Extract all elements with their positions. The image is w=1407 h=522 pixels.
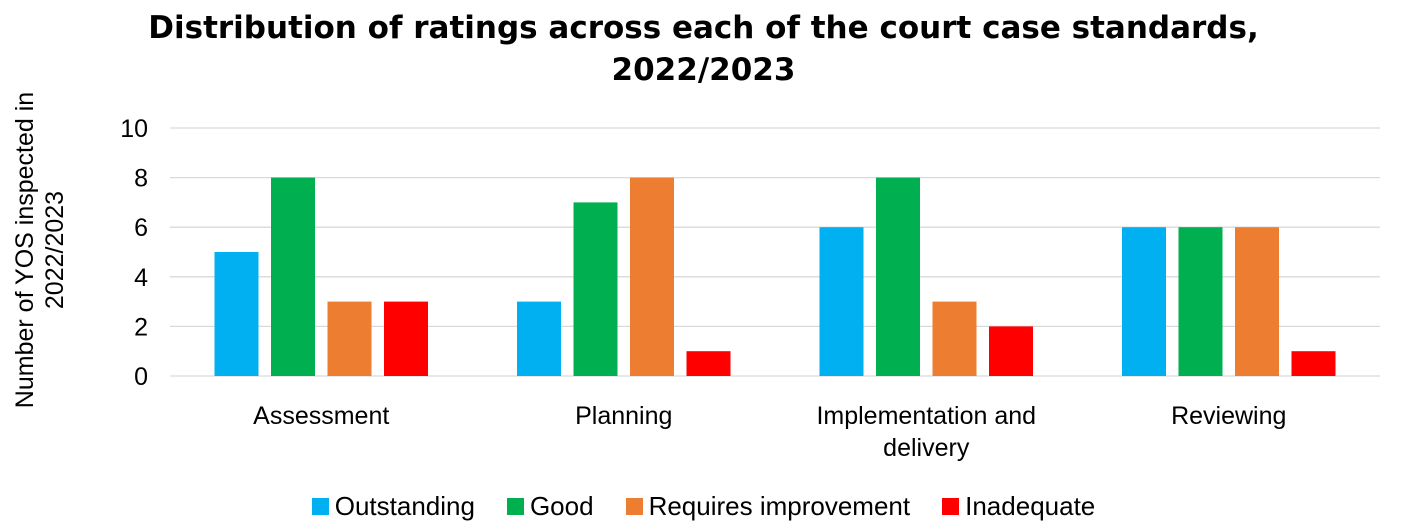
bar: [327, 301, 372, 376]
legend-swatch: [506, 497, 524, 515]
legend-label: Outstanding: [334, 490, 475, 521]
bar: [989, 326, 1033, 376]
bar: [876, 177, 920, 376]
y-tick-label: 8: [134, 165, 148, 193]
y-tick-label: 2: [134, 313, 148, 341]
x-tick-label: Implementation and: [816, 402, 1036, 430]
legend-item: Requires improvement: [625, 490, 911, 522]
bar: [932, 301, 977, 376]
legend-label: Good: [529, 490, 594, 521]
legend-swatch: [311, 497, 329, 515]
bar: [630, 177, 674, 376]
legend-label: Inadequate: [965, 490, 1096, 521]
legend-swatch: [625, 497, 643, 515]
bar: [271, 177, 315, 376]
bar: [384, 301, 428, 376]
legend: Outstanding Good Requires improvement Inade…: [0, 490, 1407, 522]
y-tick-label: 4: [134, 264, 148, 292]
bar: [819, 227, 864, 376]
x-tick-label: Reviewing: [1171, 402, 1286, 430]
chart-title-line-1: Distribution of ratings across each of t…: [148, 10, 1259, 46]
bar: [1235, 227, 1279, 376]
bar: [1178, 227, 1223, 376]
x-tick-label: Assessment: [253, 402, 389, 430]
bar: [214, 252, 259, 376]
legend-item: Good: [506, 490, 594, 522]
y-tick-label: 6: [134, 214, 148, 242]
legend-label: Requires improvement: [648, 490, 911, 521]
y-tick-label: 0: [134, 363, 148, 391]
bar: [686, 351, 731, 376]
bar: [517, 301, 561, 376]
x-tick-label: delivery: [883, 434, 970, 462]
bar: [573, 202, 618, 376]
chart-title-line-2: 2022/2023: [611, 52, 796, 88]
legend-item: Outstanding: [311, 490, 475, 522]
bar: [1291, 351, 1336, 376]
legend-item: Inadequate: [942, 491, 1095, 522]
legend-swatch: [942, 497, 960, 515]
bar: [1122, 227, 1166, 376]
x-tick-label: Planning: [575, 402, 672, 430]
y-tick-label: 10: [120, 115, 148, 143]
